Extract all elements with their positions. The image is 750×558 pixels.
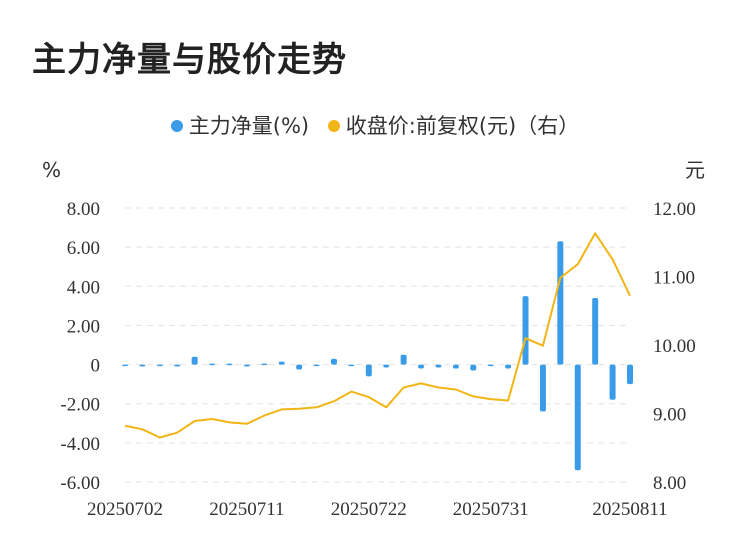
net-volume-bar [557,241,564,365]
legend-label-close-price: 收盘价:前复权(元)（右） [345,114,580,138]
legend-label-net-volume: 主力净量(%) [188,114,310,138]
net-volume-bar [592,298,599,365]
net-volume-bar [609,364,616,400]
right-axis-ticks: 12.00 11.00 10.00 9.00 8.00 [653,199,696,494]
left-tick-label: 6.00 [67,238,100,259]
x-tick-label: 20250702 [87,499,163,520]
legend: 主力净量(%) 收盘价:前复权(元)（右） [0,110,750,140]
x-tick-label: 20250811 [592,499,667,520]
net-volume-bar [313,364,320,367]
x-tick-label: 20250731 [453,499,529,520]
net-volume-bar [226,363,233,366]
net-volume-bar [505,364,512,369]
net-volume-bar [418,364,425,369]
net-volume-bar [174,364,181,367]
net-volume-bar [522,296,529,365]
left-tick-label: -4.00 [60,434,100,455]
net-volume-bar [191,356,198,365]
right-tick-label: 12.00 [653,199,696,220]
net-volume-bar [156,364,163,367]
net-volume-bar [627,364,633,385]
chart-title: 主力净量与股价走势 [32,40,347,80]
net-volume-bar [470,364,477,371]
left-axis-unit: % [42,158,61,182]
right-axis-unit: 元 [685,158,705,182]
close-price-line [124,232,631,439]
net-volume-bar [209,363,216,366]
legend-item-close-price[interactable]: 收盘价:前复权(元)（右） [327,110,580,140]
x-tick-label: 20250722 [331,499,407,520]
net-volume-bar [400,354,407,365]
net-volume-bar [365,364,372,377]
net-volume-bar [296,364,303,370]
net-volume-bar [574,364,581,471]
net-volume-bar [383,364,390,368]
left-tick-label: -6.00 [60,473,100,494]
net-volume-bar [261,363,268,366]
bar-series [122,241,633,471]
net-volume-bar [330,358,337,365]
net-volume-bar [452,364,459,369]
left-tick-label: 8.00 [67,199,100,220]
right-tick-label: 11.00 [653,268,695,289]
legend-marker-net-volume [170,120,183,132]
net-volume-bar [122,364,128,367]
gridlines [125,207,630,483]
legend-item-net-volume[interactable]: 主力净量(%) [170,110,310,140]
x-axis-ticks: 20250702 20250711 20250722 20250731 20250811 [87,499,668,520]
right-tick-label: 10.00 [653,336,696,357]
left-tick-label: -2.00 [60,395,100,416]
right-tick-label: 8.00 [653,473,686,494]
net-volume-bar [435,364,442,368]
left-tick-label: 4.00 [67,277,100,298]
x-tick-label: 20250711 [209,499,284,520]
left-tick-label: 0 [91,356,101,377]
net-volume-bar [139,364,146,367]
net-volume-bar [539,364,546,412]
right-tick-label: 9.00 [653,405,686,426]
legend-marker-close-price [327,120,340,132]
net-volume-bar [278,361,285,365]
line-series [124,232,631,439]
net-volume-bar [487,364,494,367]
left-tick-label: 2.00 [67,316,100,337]
left-axis-ticks: 8.00 6.00 4.00 2.00 0 -2.00 -4.00 -6.00 [60,199,100,494]
net-volume-bar [348,364,355,367]
net-volume-bar [243,364,250,367]
